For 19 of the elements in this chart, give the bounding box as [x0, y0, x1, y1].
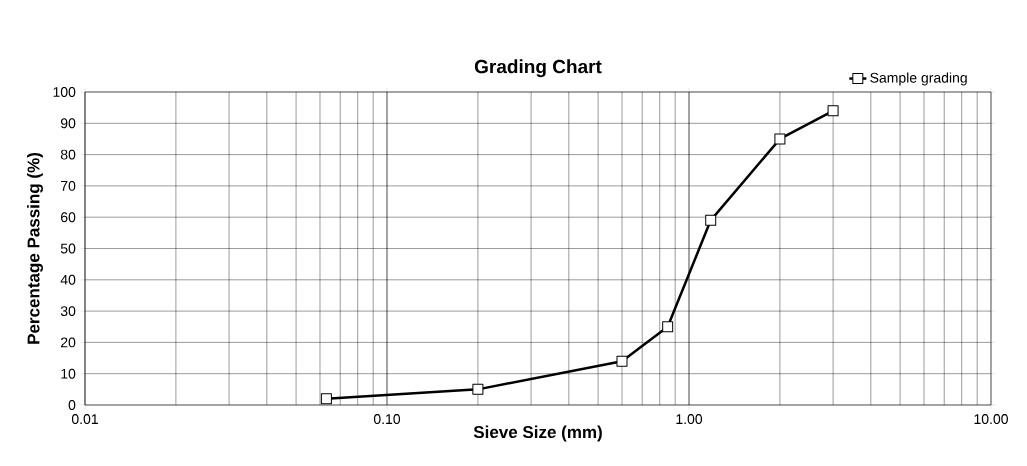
- x-tick-label: 1.00: [676, 414, 703, 425]
- chart-title: Grading Chart: [474, 59, 602, 78]
- x-tick-label: 0.01: [71, 414, 98, 425]
- y-axis-title: Percentage Passing (%): [27, 153, 43, 344]
- y-tick-label: 20: [61, 337, 76, 348]
- y-tick-label: 60: [61, 212, 76, 223]
- x-axis-title: Sieve Size (mm): [473, 425, 602, 442]
- y-tick-label: 90: [60, 118, 76, 129]
- x-tick-label: 10.00: [974, 414, 1008, 425]
- y-tick-label: 30: [60, 306, 76, 317]
- legend-label: Sample grading: [870, 72, 967, 86]
- x-tick-label: 0.10: [373, 414, 401, 425]
- y-tick-label: 50: [60, 243, 76, 254]
- y-tick-label: 40: [60, 274, 76, 285]
- y-tick-label: 0: [68, 400, 76, 410]
- y-tick-label: 10: [61, 368, 76, 379]
- y-tick-label: 80: [60, 149, 76, 160]
- y-tick-label: 70: [61, 180, 76, 191]
- y-tick-label: 100: [53, 87, 76, 97]
